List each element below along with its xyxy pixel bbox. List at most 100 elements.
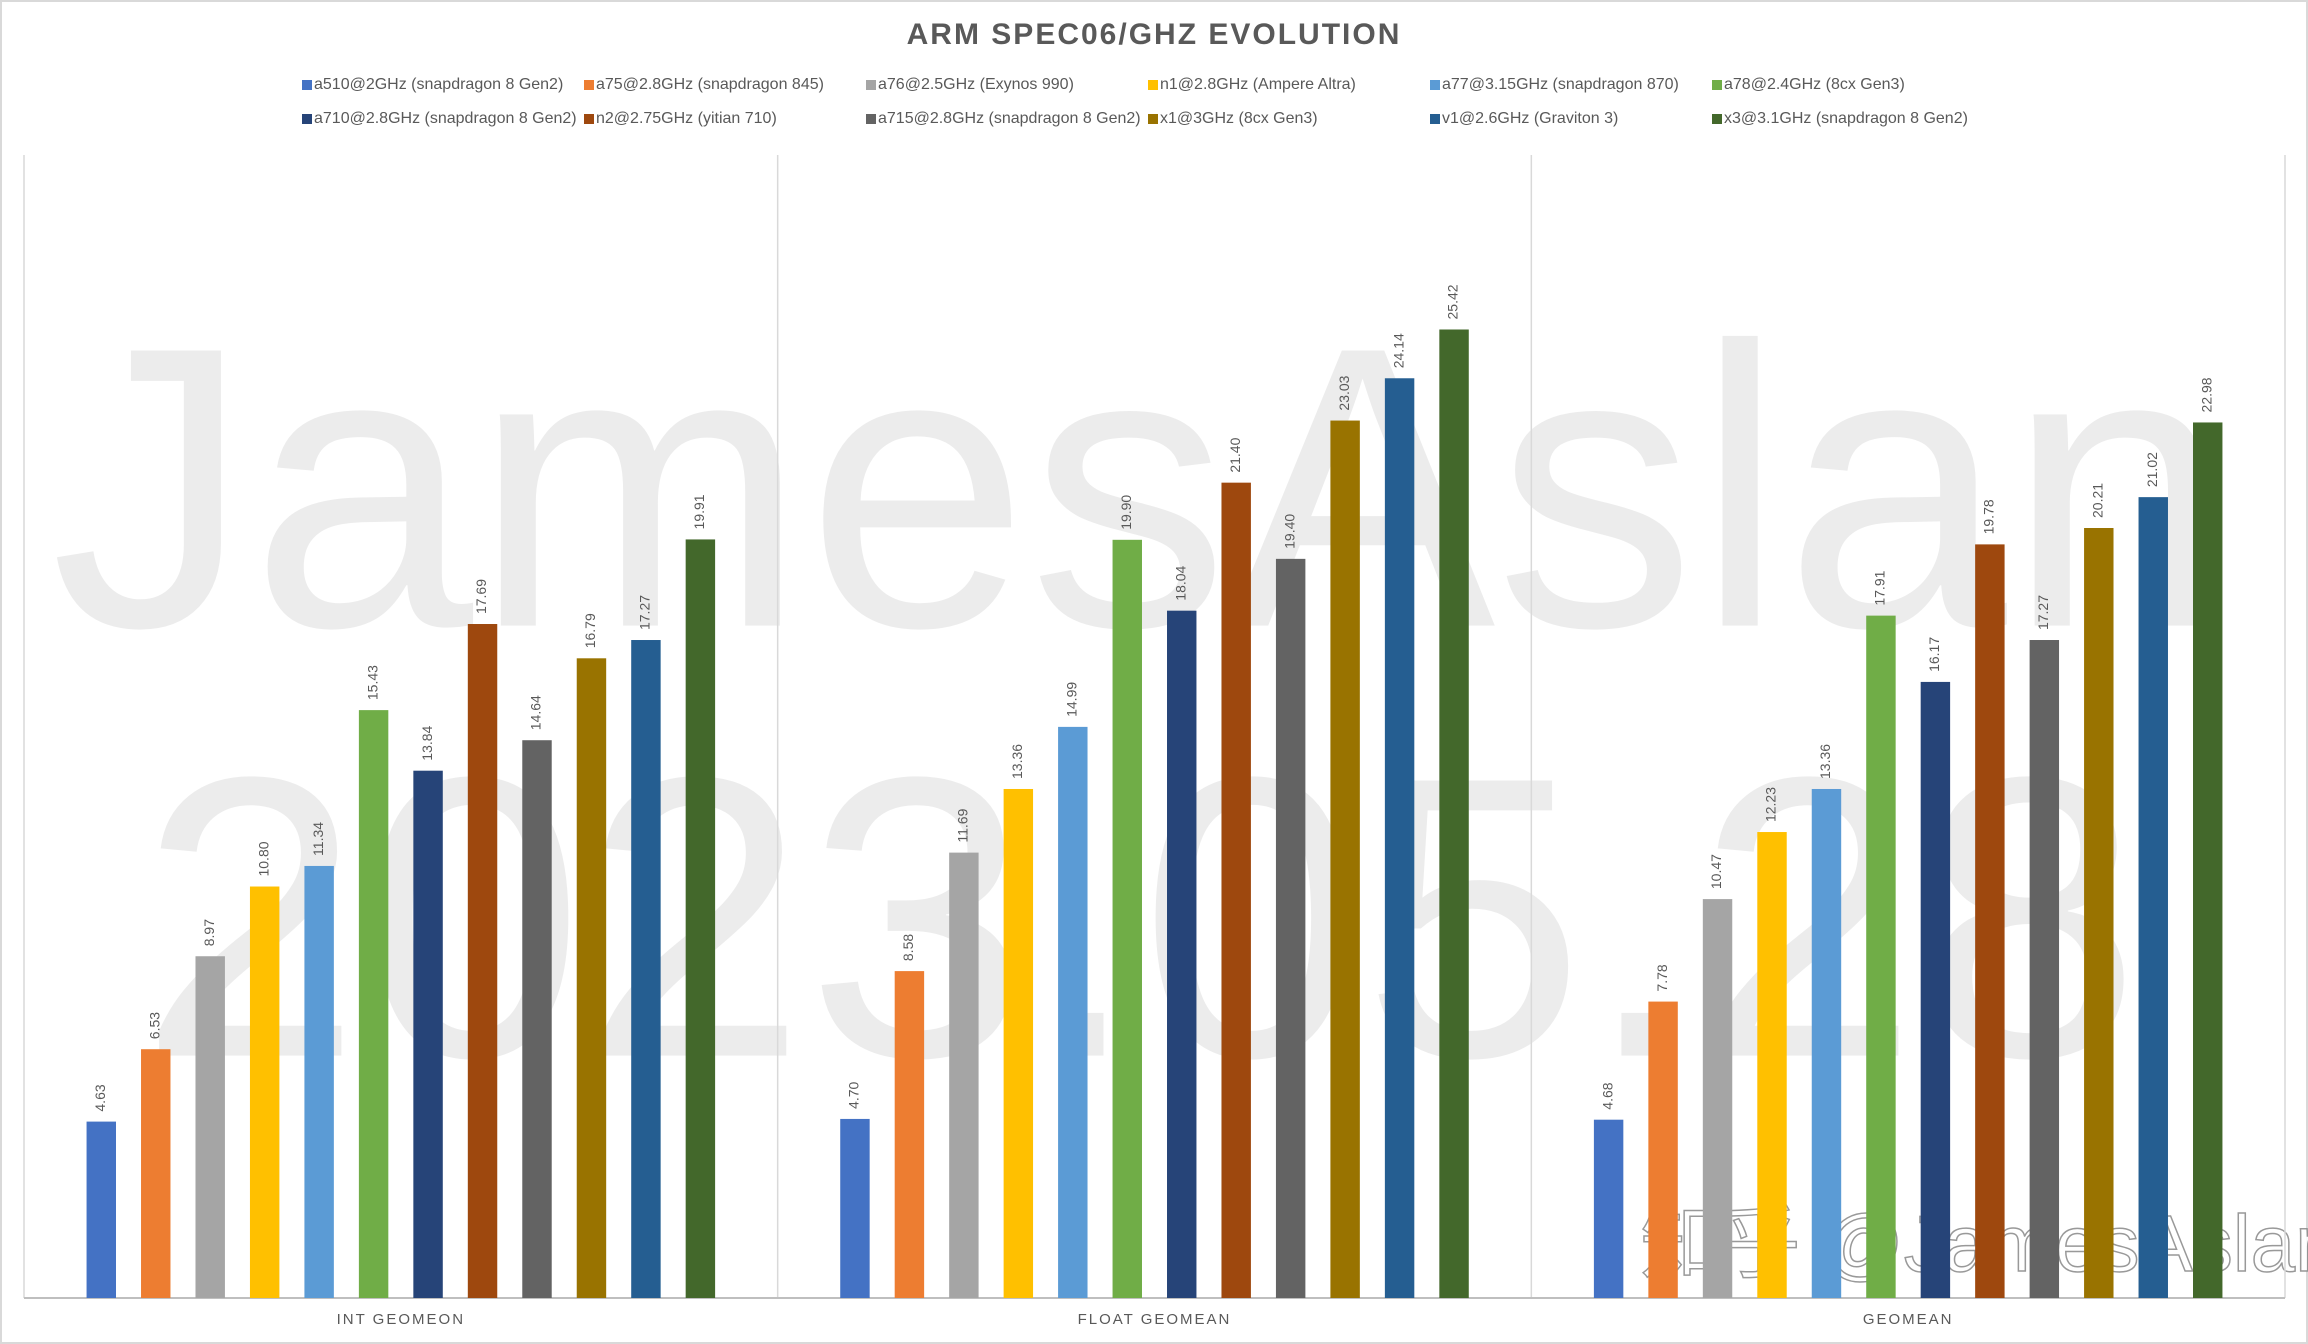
bar: [2192, 422, 2223, 1298]
data-label: 17.27: [2035, 595, 2051, 630]
legend-label: v1@2.6GHz (Graviton 3): [1442, 110, 1618, 127]
data-label: 21.40: [1227, 437, 1243, 472]
bar: [685, 539, 716, 1298]
bar: [467, 624, 498, 1298]
bar: [949, 852, 979, 1298]
legend-swatch: [1430, 80, 1440, 90]
legend-label: a76@2.5GHz (Exynos 990): [878, 76, 1074, 93]
bar: [358, 710, 389, 1298]
legend-swatch: [1712, 114, 1722, 124]
legend-swatch: [302, 80, 312, 90]
legend-swatch: [866, 114, 876, 124]
data-label: 24.14: [1390, 333, 1406, 368]
x-tick-label: FLOAT GEOMEAN: [1078, 1311, 1232, 1328]
bar: [576, 658, 607, 1298]
bar: [1384, 378, 1415, 1298]
bar: [631, 640, 661, 1298]
data-label: 4.70: [846, 1081, 862, 1108]
bar: [1112, 539, 1142, 1298]
legend-swatch: [1148, 114, 1158, 124]
data-label: 8.97: [201, 919, 217, 946]
legend-label: x1@3GHz (8cx Gen3): [1160, 110, 1318, 127]
legend-swatch: [584, 114, 594, 124]
data-label: 11.69: [955, 808, 971, 842]
legend-label: a78@2.4GHz (8cx Gen3): [1724, 76, 1905, 93]
data-label: 4.68: [1599, 1082, 1615, 1109]
bar: [1648, 1001, 1678, 1298]
bar: [1330, 420, 1360, 1298]
bar: [2084, 527, 2114, 1298]
data-label: 6.53: [146, 1012, 162, 1039]
bar: [1866, 615, 1896, 1298]
bar: [1593, 1119, 1624, 1298]
data-label: 16.79: [582, 613, 598, 648]
legend-label: a77@3.15GHz (snapdragon 870): [1442, 76, 1679, 93]
data-label: 13.36: [1817, 744, 1833, 779]
data-label: 17.27: [637, 595, 653, 630]
chart-title: ARM SPEC06/GHZ EVOLUTION: [907, 18, 1402, 51]
bar: [1275, 558, 1306, 1298]
bar: [1439, 329, 1469, 1298]
bar: [1003, 788, 1034, 1298]
legend-label: a510@2GHz (snapdragon 8 Gen2): [314, 76, 563, 93]
data-label: 10.80: [255, 841, 271, 876]
data-label: 14.99: [1064, 682, 1080, 717]
data-label: 23.03: [1336, 375, 1352, 410]
data-label: 14.64: [528, 695, 544, 730]
bar: [1920, 681, 1951, 1298]
bar: [1702, 899, 1733, 1298]
data-label: 18.04: [1172, 565, 1188, 600]
data-label: 20.21: [2089, 483, 2105, 518]
data-label: 19.90: [1118, 495, 1134, 530]
data-label: 13.36: [1009, 744, 1025, 779]
data-label: 15.43: [364, 665, 380, 700]
bar: [413, 770, 443, 1298]
legend-label: a75@2.8GHz (snapdragon 845): [596, 76, 824, 93]
data-label: 25.42: [1445, 284, 1461, 319]
data-label: 22.98: [2198, 377, 2214, 412]
data-label: 21.02: [2144, 452, 2160, 487]
data-label: 19.91: [691, 494, 707, 529]
data-label: 19.40: [1281, 514, 1297, 549]
bar: [1167, 610, 1197, 1298]
data-label: 8.58: [900, 934, 916, 961]
legend-swatch: [866, 80, 876, 90]
data-label: 16.17: [1926, 637, 1942, 672]
legend-label: n2@2.75GHz (yitian 710): [596, 110, 777, 127]
legend-swatch: [1148, 80, 1158, 90]
legend-label: a710@2.8GHz (snapdragon 8 Gen2): [314, 110, 577, 127]
data-label: 17.69: [473, 579, 489, 614]
legend-label: n1@2.8GHz (Ampere Altra): [1160, 76, 1356, 93]
bar: [141, 1049, 171, 1298]
legend-swatch: [1712, 80, 1722, 90]
legend-swatch: [1430, 114, 1440, 124]
bar: [840, 1118, 870, 1298]
bar: [1058, 726, 1088, 1298]
bar: [1975, 544, 2005, 1298]
data-label: 13.84: [419, 725, 435, 760]
bar: [304, 865, 334, 1298]
bar: [1221, 482, 1251, 1298]
bar: [86, 1121, 117, 1298]
data-label: 10.47: [1708, 854, 1724, 889]
legend-swatch: [302, 114, 312, 124]
data-label: 11.34: [310, 822, 326, 856]
bar: [1811, 788, 1842, 1298]
data-label: 12.23: [1763, 787, 1779, 822]
bar: [522, 740, 552, 1298]
bar: [894, 971, 925, 1298]
data-label: 17.91: [1872, 570, 1888, 605]
bar: [2138, 497, 2168, 1298]
data-label: 19.78: [1981, 499, 1997, 534]
x-tick-label: GEOMEAN: [1863, 1311, 1954, 1328]
bar: [195, 956, 225, 1298]
legend-label: a715@2.8GHz (snapdragon 8 Gen2): [878, 110, 1141, 127]
bar: [249, 886, 280, 1298]
bar: [1757, 832, 1787, 1298]
data-label: 4.63: [92, 1084, 108, 1111]
legend-swatch: [584, 80, 594, 90]
bar: [2029, 640, 2060, 1298]
x-tick-label: INT GEOMEON: [337, 1311, 465, 1328]
